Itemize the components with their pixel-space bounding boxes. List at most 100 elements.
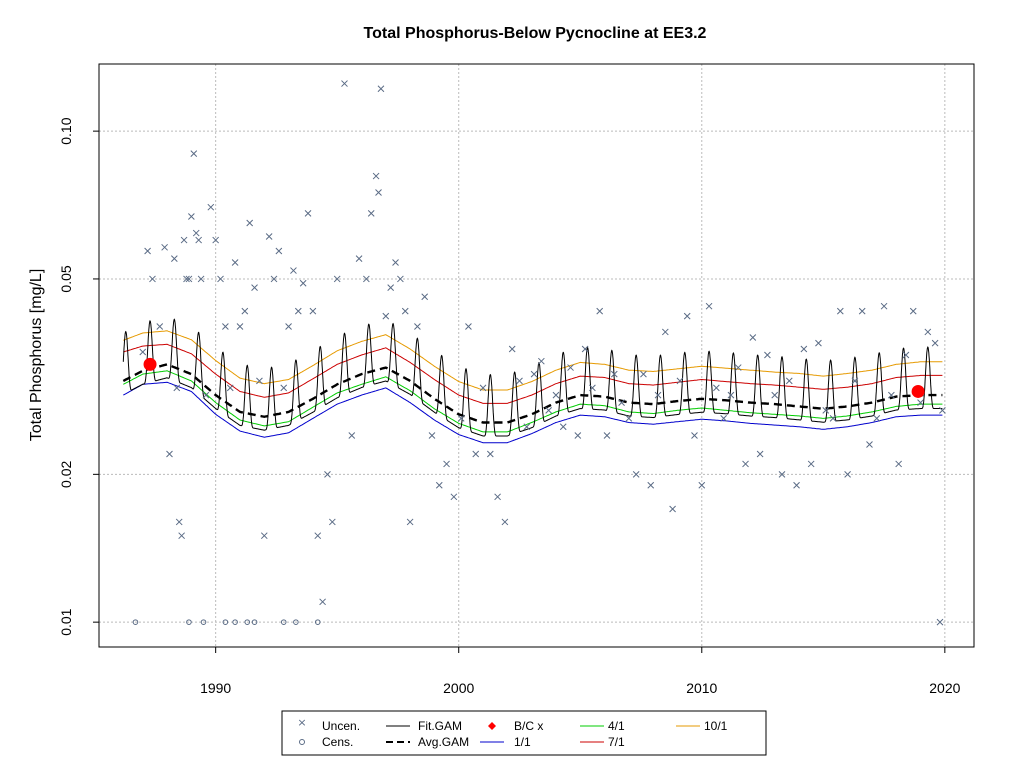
uncensored-point xyxy=(397,275,404,283)
uncensored-point xyxy=(377,85,385,93)
line-7-1 xyxy=(123,343,943,404)
grid xyxy=(99,64,974,647)
uncensored-point xyxy=(610,370,618,378)
censored-point xyxy=(251,619,258,625)
uncensored-point xyxy=(873,415,881,422)
uncensored-point xyxy=(632,470,640,478)
x-tick-label: 1990 xyxy=(200,680,231,696)
uncensored-point xyxy=(275,247,283,255)
avg-gam-line xyxy=(122,363,943,424)
line-10-1 xyxy=(123,330,943,391)
uncensored-point xyxy=(858,307,866,315)
uncensored-point xyxy=(888,391,895,399)
censored-point xyxy=(293,619,299,625)
uncensored-point xyxy=(654,391,662,399)
fit-gam-line xyxy=(122,318,943,437)
uncensored-point xyxy=(778,470,786,478)
uncensored-point xyxy=(202,391,210,399)
uncensored-point xyxy=(226,384,234,392)
uncensored-point xyxy=(508,345,516,353)
uncensored-point xyxy=(236,323,244,330)
legend-label-cens: Cens. xyxy=(322,735,353,749)
uncensored-point xyxy=(260,532,268,540)
uncensored-point xyxy=(450,493,458,501)
uncensored-point xyxy=(265,233,273,240)
uncensored-point xyxy=(880,302,888,310)
uncensored-point xyxy=(314,532,322,540)
uncensored-point xyxy=(603,432,611,439)
y-axis-label: Total Phosphorus [mg/L] xyxy=(28,269,45,442)
uncensored-point xyxy=(192,229,200,237)
uncensored-point xyxy=(771,391,779,399)
uncensored-point xyxy=(647,481,655,489)
uncensored-point xyxy=(178,532,185,540)
uncensored-point xyxy=(734,364,742,371)
uncensored-point xyxy=(785,377,793,385)
line-4-1 xyxy=(123,370,943,433)
uncensored-point xyxy=(815,339,822,347)
uncensored-point xyxy=(367,210,375,217)
uncensored-point xyxy=(902,351,910,359)
x-axis: 1990 2000 2010 2020 xyxy=(200,647,961,696)
uncensored-point xyxy=(195,236,203,244)
uncensored-point xyxy=(246,219,254,227)
uncensored-point xyxy=(443,460,450,468)
legend-marker-cens xyxy=(299,739,305,745)
censored-point xyxy=(186,619,192,625)
uncensored-point xyxy=(486,450,494,458)
uncensored-point xyxy=(618,399,625,406)
uncensored-point xyxy=(231,259,239,266)
uncensored-point xyxy=(501,518,509,526)
uncensored-point xyxy=(149,275,156,283)
y-tick-label: 0.10 xyxy=(58,117,74,144)
uncensored-point xyxy=(574,432,582,439)
uncensored-point xyxy=(924,328,932,336)
uncensored-point xyxy=(909,307,917,315)
uncensored-point xyxy=(421,293,429,301)
uncensored-point xyxy=(552,391,560,399)
uncensored-point xyxy=(241,307,249,315)
censored-point xyxy=(244,619,251,625)
uncensored-point xyxy=(866,441,873,448)
uncensored-point xyxy=(581,345,589,353)
censored-point xyxy=(200,619,207,625)
uncensored-point xyxy=(319,598,326,606)
uncensored-point xyxy=(669,505,676,513)
uncensored-point xyxy=(173,384,181,392)
y-tick-label: 0.01 xyxy=(58,608,74,635)
uncensored-point xyxy=(822,406,830,414)
uncensored-point xyxy=(185,275,193,283)
y-tick-label: 0.05 xyxy=(58,265,74,292)
bc-point xyxy=(143,357,157,371)
uncensored-point xyxy=(270,275,278,283)
uncensored-point xyxy=(212,236,220,244)
legend-label-7-1: 7/1 xyxy=(608,735,625,749)
uncensored-point xyxy=(683,312,691,320)
uncensored-point xyxy=(589,384,596,392)
uncensored-point xyxy=(170,255,178,262)
uncensored-point xyxy=(188,213,195,220)
uncensored-point xyxy=(414,323,421,330)
uncensored-point xyxy=(939,406,946,414)
uncensored-point xyxy=(713,384,720,392)
uncensored-point xyxy=(851,377,859,385)
uncensored-point xyxy=(161,243,168,251)
legend-marker-bc xyxy=(488,722,496,730)
x-tick-label: 2000 xyxy=(443,680,474,696)
legend-label-bc: B/C x xyxy=(514,719,543,733)
uncensored-point xyxy=(166,450,173,458)
chart-title: Total Phosphorus-Below Pycnocline at EE3… xyxy=(364,25,707,42)
line-1-1 xyxy=(123,381,943,444)
uncensored-point xyxy=(382,312,390,320)
uncensored-point xyxy=(294,307,302,315)
uncensored-point xyxy=(625,415,633,422)
legend-box xyxy=(281,710,767,756)
uncensored-point xyxy=(348,432,356,439)
uncensored-point xyxy=(640,370,647,378)
uncensored-point xyxy=(309,307,317,315)
uncensored-point xyxy=(217,275,224,283)
uncensored-point xyxy=(472,450,480,458)
uncensored-point xyxy=(328,518,336,526)
uncensored-point xyxy=(341,80,348,87)
